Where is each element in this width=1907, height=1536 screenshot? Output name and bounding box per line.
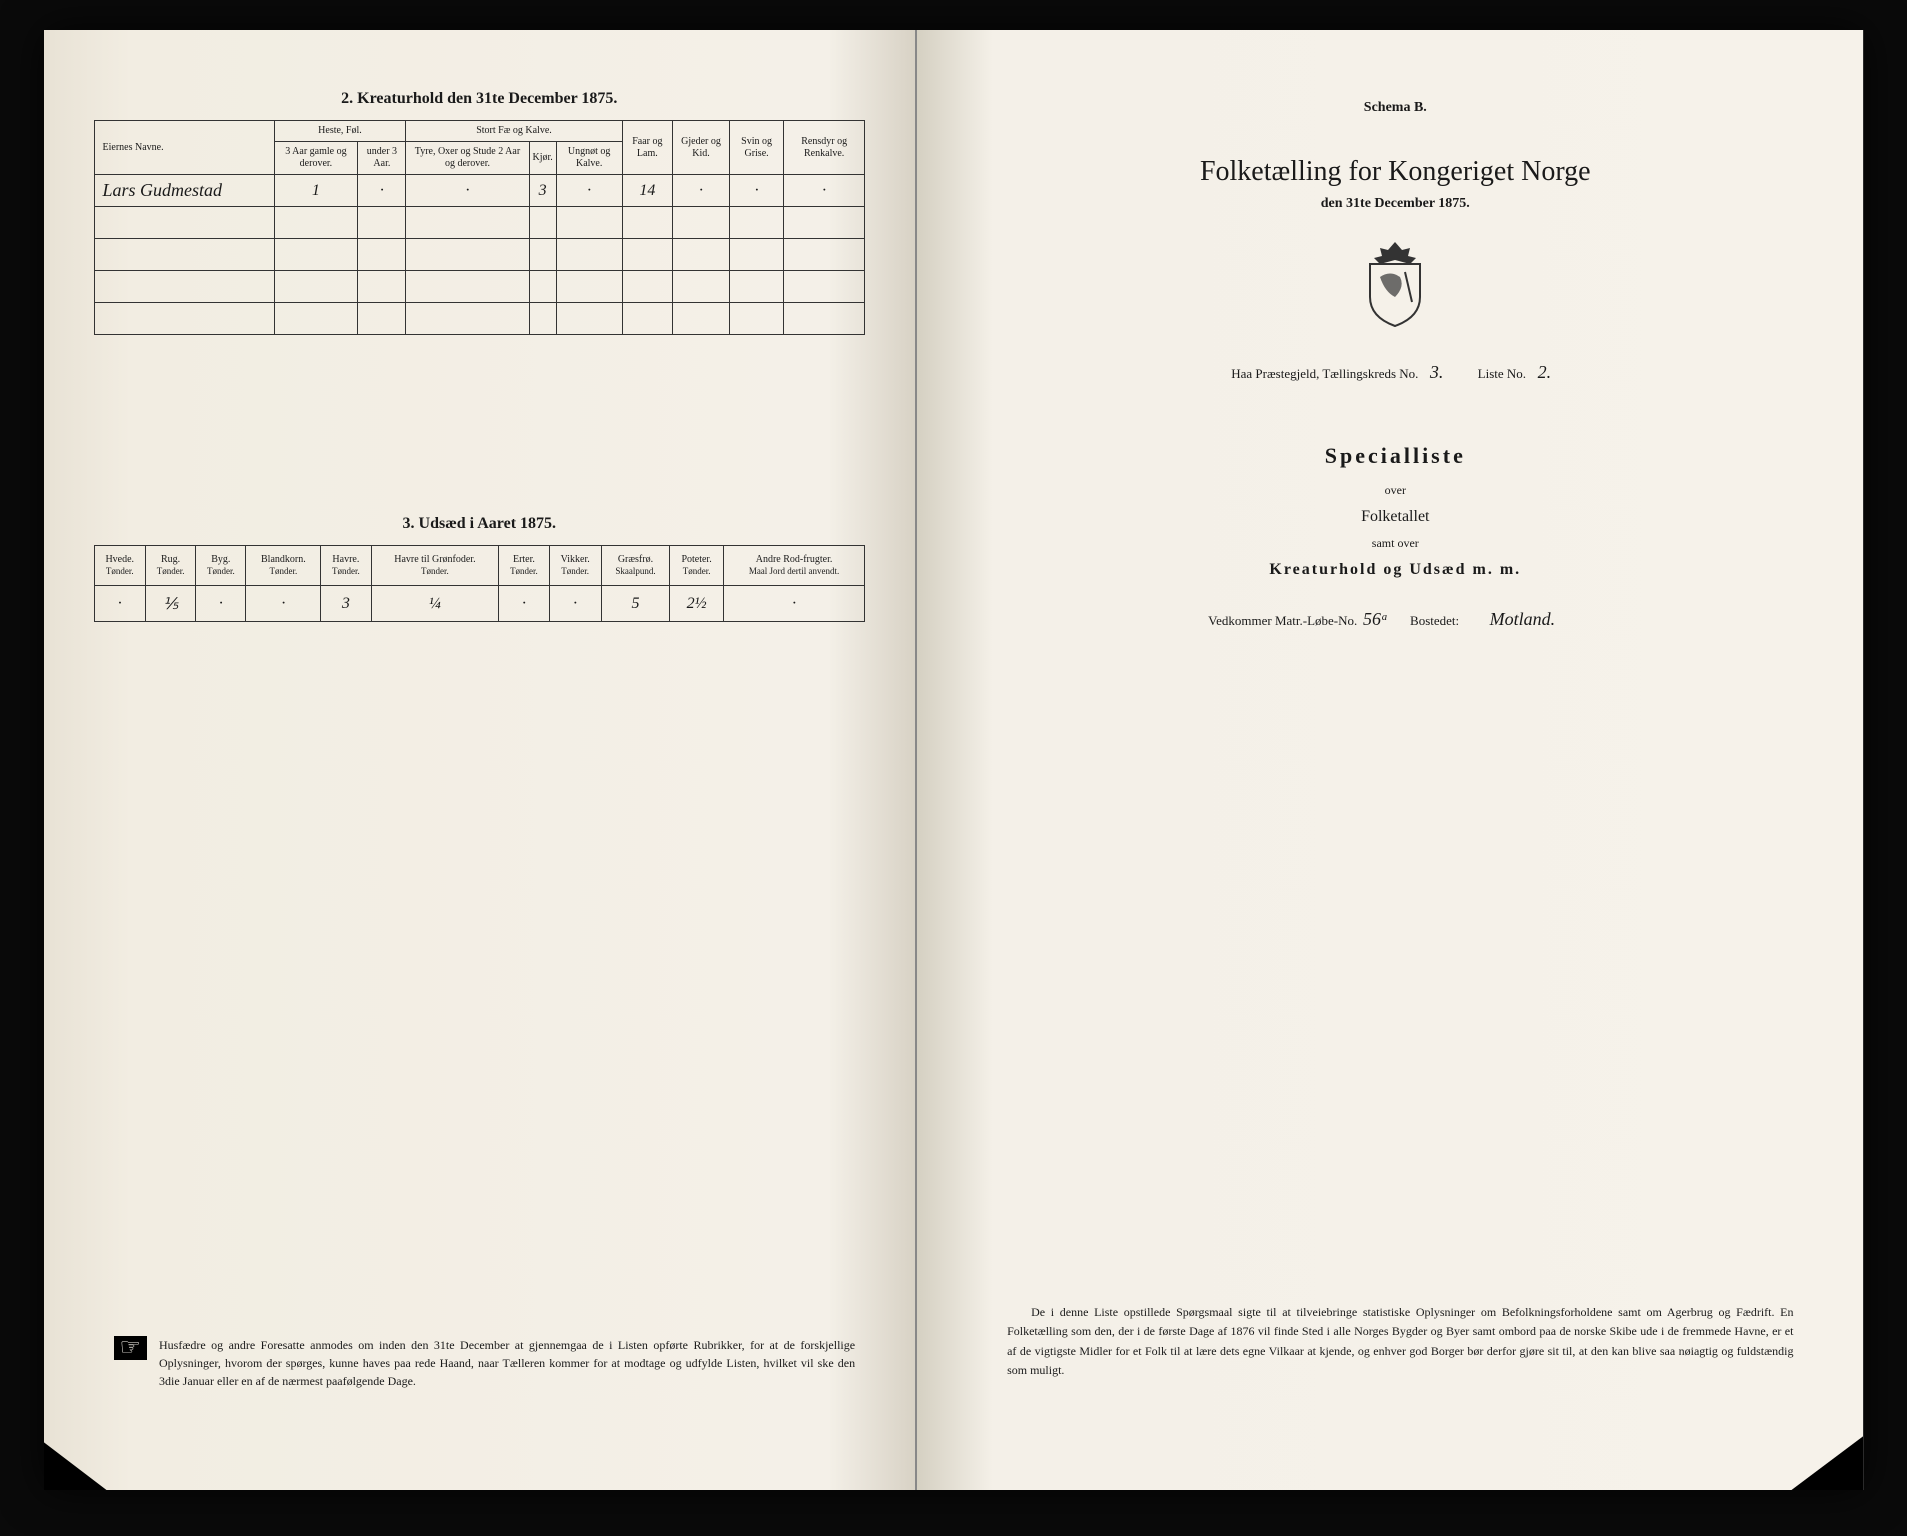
cell-v6: 14 bbox=[622, 175, 673, 207]
schema-label: Schema B. bbox=[987, 100, 1803, 116]
cell-s4: · bbox=[246, 586, 321, 622]
specialliste-title: Specialliste bbox=[987, 443, 1803, 469]
col-pigs: Svin og Grise. bbox=[729, 121, 783, 175]
table-row bbox=[94, 239, 865, 271]
col-sheep: Faar og Lam. bbox=[622, 121, 673, 175]
colgroup-cattle: Stort Fæ og Kalve. bbox=[406, 121, 622, 142]
book-spread: 2. Kreaturhold den 31te December 1875. E… bbox=[44, 30, 1864, 1490]
section3-heading: 3. Udsæd i Aaret 1875. bbox=[94, 515, 866, 533]
sub-f1: Tyre, Oxer og Stude 2 Aar og derover. bbox=[406, 142, 529, 175]
census-date: den 31te December 1875. bbox=[987, 196, 1803, 212]
cell-s1: · bbox=[94, 586, 145, 622]
col-owner: Eiernes Navne. bbox=[94, 121, 274, 175]
col-rye: Rug.Tønder. bbox=[145, 546, 195, 586]
cell-v4: 3 bbox=[529, 175, 556, 207]
sub-h2: under 3 Aar. bbox=[358, 142, 406, 175]
col-goats: Gjeder og Kid. bbox=[673, 121, 730, 175]
col-oats-green: Havre til Grønfoder.Tønder. bbox=[371, 546, 499, 586]
cell-v1: 1 bbox=[274, 175, 358, 207]
table-row bbox=[94, 207, 865, 239]
cell-v8: · bbox=[729, 175, 783, 207]
cell-s5: 3 bbox=[321, 586, 371, 622]
col-roots: Andre Rod-frugter.Maal Jord dertil anven… bbox=[724, 546, 865, 586]
district-line: Haa Præstegjeld, Tællingskreds No. 3. Li… bbox=[987, 362, 1803, 383]
col-mixed: Blandkorn.Tønder. bbox=[246, 546, 321, 586]
samt-label: samt over bbox=[987, 536, 1803, 551]
sub-h1: 3 Aar gamle og derover. bbox=[274, 142, 358, 175]
col-vetch: Vikker.Tønder. bbox=[549, 546, 601, 586]
table-row: · ⅕ · · 3 ¼ · · 5 2½ · bbox=[94, 586, 865, 622]
cell-v3: · bbox=[406, 175, 529, 207]
census-title: Folketælling for Kongeriget Norge bbox=[987, 156, 1803, 188]
section2-heading: 2. Kreaturhold den 31te December 1875. bbox=[94, 90, 866, 108]
kreaturhold-label: Kreaturhold og Udsæd m. m. bbox=[987, 561, 1803, 579]
matr-line: Vedkommer Matr.-Løbe-No. 56ᵃ Bostedet: M… bbox=[987, 609, 1803, 630]
cell-v5: · bbox=[556, 175, 622, 207]
liste-no: 2. bbox=[1529, 362, 1559, 383]
cell-s7: · bbox=[499, 586, 549, 622]
cell-v7: · bbox=[673, 175, 730, 207]
cell-s11: · bbox=[724, 586, 865, 622]
sowing-table: Hvede.Tønder. Rug.Tønder. Byg.Tønder. Bl… bbox=[94, 545, 866, 622]
col-barley: Byg.Tønder. bbox=[196, 546, 246, 586]
sub-f3: Ungnøt og Kalve. bbox=[556, 142, 622, 175]
cell-s10: 2½ bbox=[670, 586, 724, 622]
sub-f2: Kjør. bbox=[529, 142, 556, 175]
corner-shadow bbox=[44, 1430, 134, 1490]
left-footer-note: ☞ Husfædre og andre Foresatte anmodes om… bbox=[114, 1336, 856, 1390]
folketallet-label: Folketallet bbox=[987, 508, 1803, 526]
table-row bbox=[94, 271, 865, 303]
cell-s3: · bbox=[196, 586, 246, 622]
cell-s6: ¼ bbox=[371, 586, 499, 622]
col-oats: Havre.Tønder. bbox=[321, 546, 371, 586]
district-no: 3. bbox=[1422, 362, 1452, 383]
cell-v2: · bbox=[358, 175, 406, 207]
matr-no: 56ᵃ bbox=[1361, 609, 1391, 630]
col-peas: Erter.Tønder. bbox=[499, 546, 549, 586]
corner-shadow bbox=[1773, 1430, 1863, 1490]
left-page: 2. Kreaturhold den 31te December 1875. E… bbox=[44, 30, 918, 1490]
bosted-name: Motland. bbox=[1462, 609, 1582, 630]
col-wheat: Hvede.Tønder. bbox=[94, 546, 145, 586]
col-potato: Poteter.Tønder. bbox=[670, 546, 724, 586]
table-row bbox=[94, 303, 865, 335]
coat-of-arms-icon bbox=[987, 242, 1803, 332]
over-label: over bbox=[987, 483, 1803, 498]
colgroup-horses: Heste, Føl. bbox=[274, 121, 406, 142]
owner-name: Lars Gudmestad bbox=[94, 175, 274, 207]
cell-s8: · bbox=[549, 586, 601, 622]
pointing-hand-icon: ☞ bbox=[114, 1336, 148, 1360]
footer-text: Husfædre og andre Foresatte anmodes om i… bbox=[159, 1336, 855, 1390]
livestock-table: Eiernes Navne. Heste, Føl. Stort Fæ og K… bbox=[94, 120, 866, 335]
cell-s2: ⅕ bbox=[145, 586, 195, 622]
right-page: Schema B. Folketælling for Kongeriget No… bbox=[917, 30, 1863, 1490]
table-row: Lars Gudmestad 1 · · 3 · 14 · · · bbox=[94, 175, 865, 207]
col-grass: Græsfrø.Skaalpund. bbox=[601, 546, 669, 586]
cell-v9: · bbox=[784, 175, 865, 207]
cell-s9: 5 bbox=[601, 586, 669, 622]
right-footer-text: De i denne Liste opstillede Spørgsmaal s… bbox=[1007, 1303, 1793, 1380]
col-reindeer: Rensdyr og Renkalve. bbox=[784, 121, 865, 175]
